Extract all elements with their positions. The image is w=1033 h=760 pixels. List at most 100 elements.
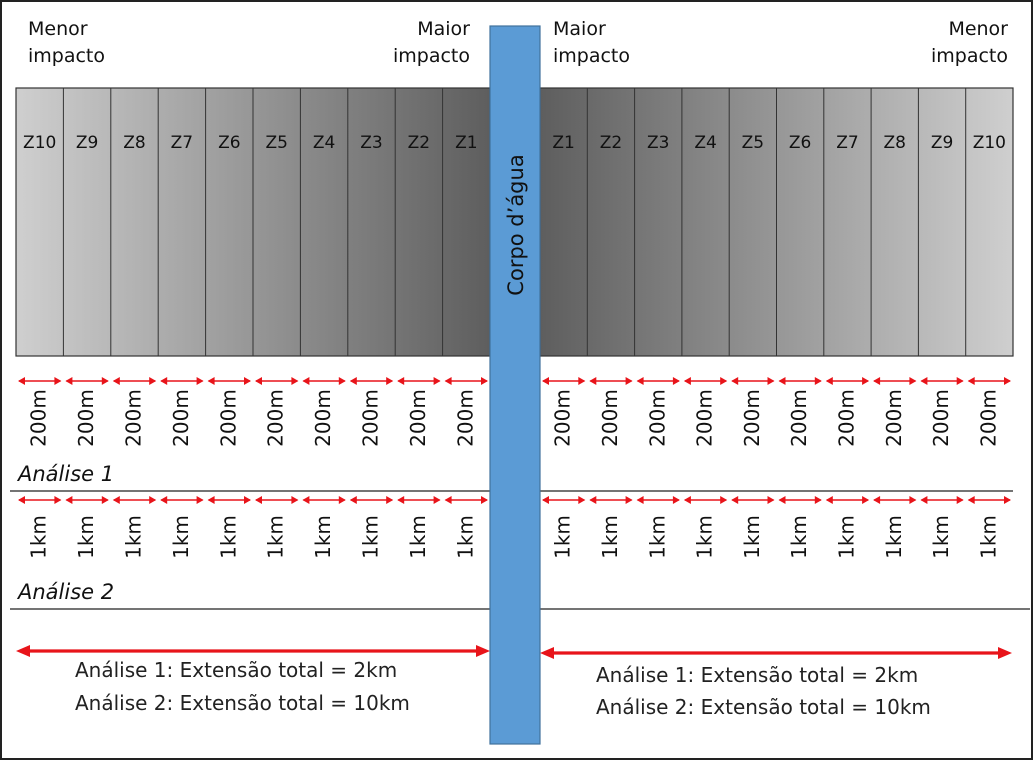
zone-label-right: Z9 <box>931 133 953 153</box>
segment-200m-label-right: 200m <box>929 389 953 447</box>
segment-200m-arrow-left <box>302 377 346 385</box>
segment-1km-arrow-left <box>207 496 251 504</box>
zone-label-right: Z1 <box>552 133 574 153</box>
segment-200m-arrow-left <box>65 377 109 385</box>
analysis-1-label: Análise 1 <box>16 462 114 486</box>
segment-200m-label-right: 200m <box>693 389 717 447</box>
zone-label-right: Z2 <box>600 133 622 153</box>
segment-1km-arrow-left <box>255 496 299 504</box>
right-total-line-1: Análise 1: Extensão total = 2km <box>596 663 918 687</box>
left-total-extent-arrow <box>16 645 490 657</box>
segment-1km-label-right: 1km <box>787 515 811 559</box>
segment-200m-label-right: 200m <box>740 389 764 447</box>
zone-label-right: Z7 <box>836 133 858 153</box>
segment-200m-label-right: 200m <box>551 389 575 447</box>
right-total-line-2: Análise 2: Extensão total = 10km <box>596 695 931 719</box>
segment-1km-arrow-left <box>444 496 488 504</box>
segment-1km-arrow-right <box>542 496 586 504</box>
segment-1km-label-right: 1km <box>551 515 575 559</box>
analysis-2-label: Análise 2 <box>16 580 114 604</box>
segment-1km-label-left: 1km <box>453 515 477 559</box>
segment-200m-arrow-left <box>160 377 204 385</box>
segment-200m-arrow-right <box>542 377 586 385</box>
segment-1km-arrow-left <box>65 496 109 504</box>
segment-1km-label-left: 1km <box>27 515 51 559</box>
segment-200m-label-left: 200m <box>74 389 98 447</box>
zone-label-right: Z3 <box>647 133 669 153</box>
segment-1km-label-left: 1km <box>122 515 146 559</box>
zone-label-left: Z9 <box>76 133 98 153</box>
zone-label-left: Z1 <box>455 133 477 153</box>
segment-200m-label-left: 200m <box>169 389 193 447</box>
segment-200m-label-left: 200m <box>264 389 288 447</box>
segment-1km-arrow-left <box>349 496 394 504</box>
segment-200m-label-left: 200m <box>453 389 477 447</box>
segment-200m-label-left: 200m <box>216 389 240 447</box>
segment-1km-label-right: 1km <box>693 515 717 559</box>
segment-200m-arrow-right <box>920 377 964 385</box>
zone-label-right: Z5 <box>742 133 764 153</box>
segment-1km-label-left: 1km <box>264 515 288 559</box>
segment-1km-label-right: 1km <box>882 515 906 559</box>
right-inner-impact-label: Maior impacto <box>553 18 631 67</box>
segment-1km-arrow-left <box>397 496 441 504</box>
left-total-line-2: Análise 2: Extensão total = 10km <box>75 691 410 715</box>
segment-1km-arrow-left <box>112 496 157 504</box>
segment-1km-arrow-right <box>825 496 870 504</box>
segment-1km-label-right: 1km <box>929 515 953 559</box>
segment-200m-arrow-right <box>967 377 1011 385</box>
zone-label-left: Z8 <box>123 133 145 153</box>
segment-200m-arrow-left <box>444 377 488 385</box>
segment-200m-arrow-right <box>873 377 917 385</box>
water-body <box>489 25 541 745</box>
segment-1km-label-left: 1km <box>169 515 193 559</box>
segment-200m-label-right: 200m <box>645 389 669 447</box>
segment-1km-arrow-right <box>778 496 822 504</box>
zone-label-left: Z3 <box>360 133 382 153</box>
segment-200m-label-left: 200m <box>406 389 430 447</box>
zone-label-left: Z10 <box>23 133 56 153</box>
segment-200m-label-right: 200m <box>882 389 906 447</box>
segment-1km-arrow-right <box>920 496 964 504</box>
segment-1km-arrow-right <box>967 496 1011 504</box>
segment-1km-label-left: 1km <box>311 515 335 559</box>
segment-1km-label-left: 1km <box>406 515 430 559</box>
segment-200m-label-left: 200m <box>311 389 335 447</box>
segment-200m-label-right: 200m <box>787 389 811 447</box>
segment-200m-arrow-right <box>683 377 728 385</box>
segment-1km-arrow-right <box>683 496 728 504</box>
segment-1km-label-right: 1km <box>598 515 622 559</box>
segment-200m-label-left: 200m <box>27 389 51 447</box>
segment-200m-arrow-left <box>255 377 299 385</box>
zone-label-left: Z7 <box>171 133 193 153</box>
segment-200m-arrow-left <box>349 377 394 385</box>
segment-200m-arrow-right <box>825 377 870 385</box>
zone-label-left: Z6 <box>218 133 240 153</box>
segment-200m-label-left: 200m <box>122 389 146 447</box>
segment-200m-arrow-left <box>397 377 441 385</box>
segment-200m-arrow-left <box>112 377 157 385</box>
segment-1km-arrow-right <box>589 496 633 504</box>
segment-1km-label-right: 1km <box>976 515 1000 559</box>
segment-200m-arrow-right <box>778 377 822 385</box>
segment-1km-label-left: 1km <box>216 515 240 559</box>
segment-200m-arrow-left <box>18 377 62 385</box>
segment-1km-arrow-left <box>18 496 62 504</box>
zone-label-right: Z4 <box>694 133 716 153</box>
segment-200m-arrow-right <box>589 377 633 385</box>
zone-label-left: Z2 <box>408 133 430 153</box>
segment-200m-arrow-left <box>207 377 251 385</box>
segment-1km-label-right: 1km <box>834 515 858 559</box>
segment-1km-label-right: 1km <box>645 515 669 559</box>
zone-label-right: Z8 <box>884 133 906 153</box>
segment-1km-label-left: 1km <box>359 515 383 559</box>
segment-1km-arrow-left <box>160 496 204 504</box>
zone-label-right: Z6 <box>789 133 811 153</box>
segment-200m-label-right: 200m <box>976 389 1000 447</box>
left-outer-impact-label: Menor impacto <box>28 18 106 67</box>
left-total-line-1: Análise 1: Extensão total = 2km <box>75 658 397 682</box>
segment-1km-arrow-left <box>302 496 346 504</box>
